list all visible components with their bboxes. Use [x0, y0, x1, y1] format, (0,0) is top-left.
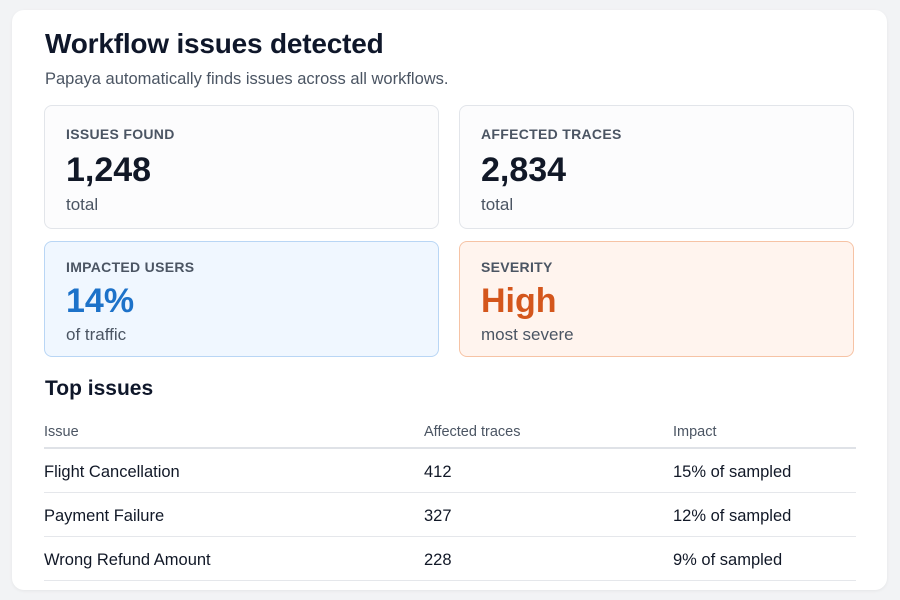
affected-traces-count: 412 — [424, 463, 452, 481]
affected-traces-caption: total — [481, 195, 514, 214]
impacted-users-caption: of traffic — [66, 325, 127, 344]
issues-found-card: ISSUES FOUND 1,248 total — [44, 105, 439, 229]
impacted-users-card: IMPACTED USERS 14% of traffic — [44, 241, 439, 357]
table-row[interactable]: Flight Cancellation 412 15% of sampled — [44, 449, 856, 493]
affected-traces-count: 327 — [424, 507, 452, 525]
column-header-affected-traces: Affected traces — [424, 424, 521, 440]
issues-found-label: ISSUES FOUND — [66, 126, 175, 142]
issues-found-caption: total — [66, 195, 99, 214]
page-title: Workflow issues detected — [45, 28, 384, 59]
impacted-users-value: 14% — [66, 282, 135, 320]
table-row[interactable]: Payment Failure 327 12% of sampled — [44, 493, 856, 537]
table-row[interactable]: Wrong Refund Amount 228 9% of sampled — [44, 537, 856, 581]
page-subtitle: Papaya automatically finds issues across… — [45, 70, 449, 88]
issue-name: Wrong Refund Amount — [44, 551, 211, 569]
top-issues-title: Top issues — [45, 377, 154, 400]
issues-found-value: 1,248 — [66, 151, 152, 189]
affected-traces-card: AFFECTED TRACES 2,834 total — [459, 105, 854, 229]
impact-value: 15% of sampled — [673, 463, 792, 481]
affected-traces-label: AFFECTED TRACES — [481, 126, 622, 142]
table-header: Issue Affected traces Impact — [44, 412, 856, 449]
issue-name: Payment Failure — [44, 507, 165, 525]
severity-label: SEVERITY — [481, 259, 553, 275]
column-header-impact: Impact — [673, 424, 717, 440]
severity-card: SEVERITY High most severe — [459, 241, 854, 357]
affected-traces-count: 228 — [424, 551, 452, 569]
column-header-issue: Issue — [44, 424, 79, 440]
issue-name: Flight Cancellation — [44, 463, 180, 481]
impact-value: 12% of sampled — [673, 507, 792, 525]
impacted-users-label: IMPACTED USERS — [66, 259, 195, 275]
severity-caption: most severe — [481, 325, 574, 344]
impact-value: 9% of sampled — [673, 551, 783, 569]
issues-panel: Workflow issues detected Papaya automati… — [12, 10, 887, 590]
top-issues-table: Issue Affected traces Impact Flight Canc… — [44, 412, 856, 581]
affected-traces-value: 2,834 — [481, 151, 567, 189]
severity-value: High — [481, 282, 557, 320]
